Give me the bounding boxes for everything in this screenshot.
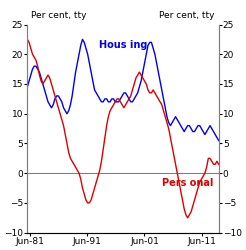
Text: Pers onal: Pers onal [162, 178, 213, 188]
Text: Per cent, tty: Per cent, tty [159, 11, 215, 20]
Text: Hous ing: Hous ing [99, 40, 147, 50]
Text: Per cent, tty: Per cent, tty [31, 11, 87, 20]
